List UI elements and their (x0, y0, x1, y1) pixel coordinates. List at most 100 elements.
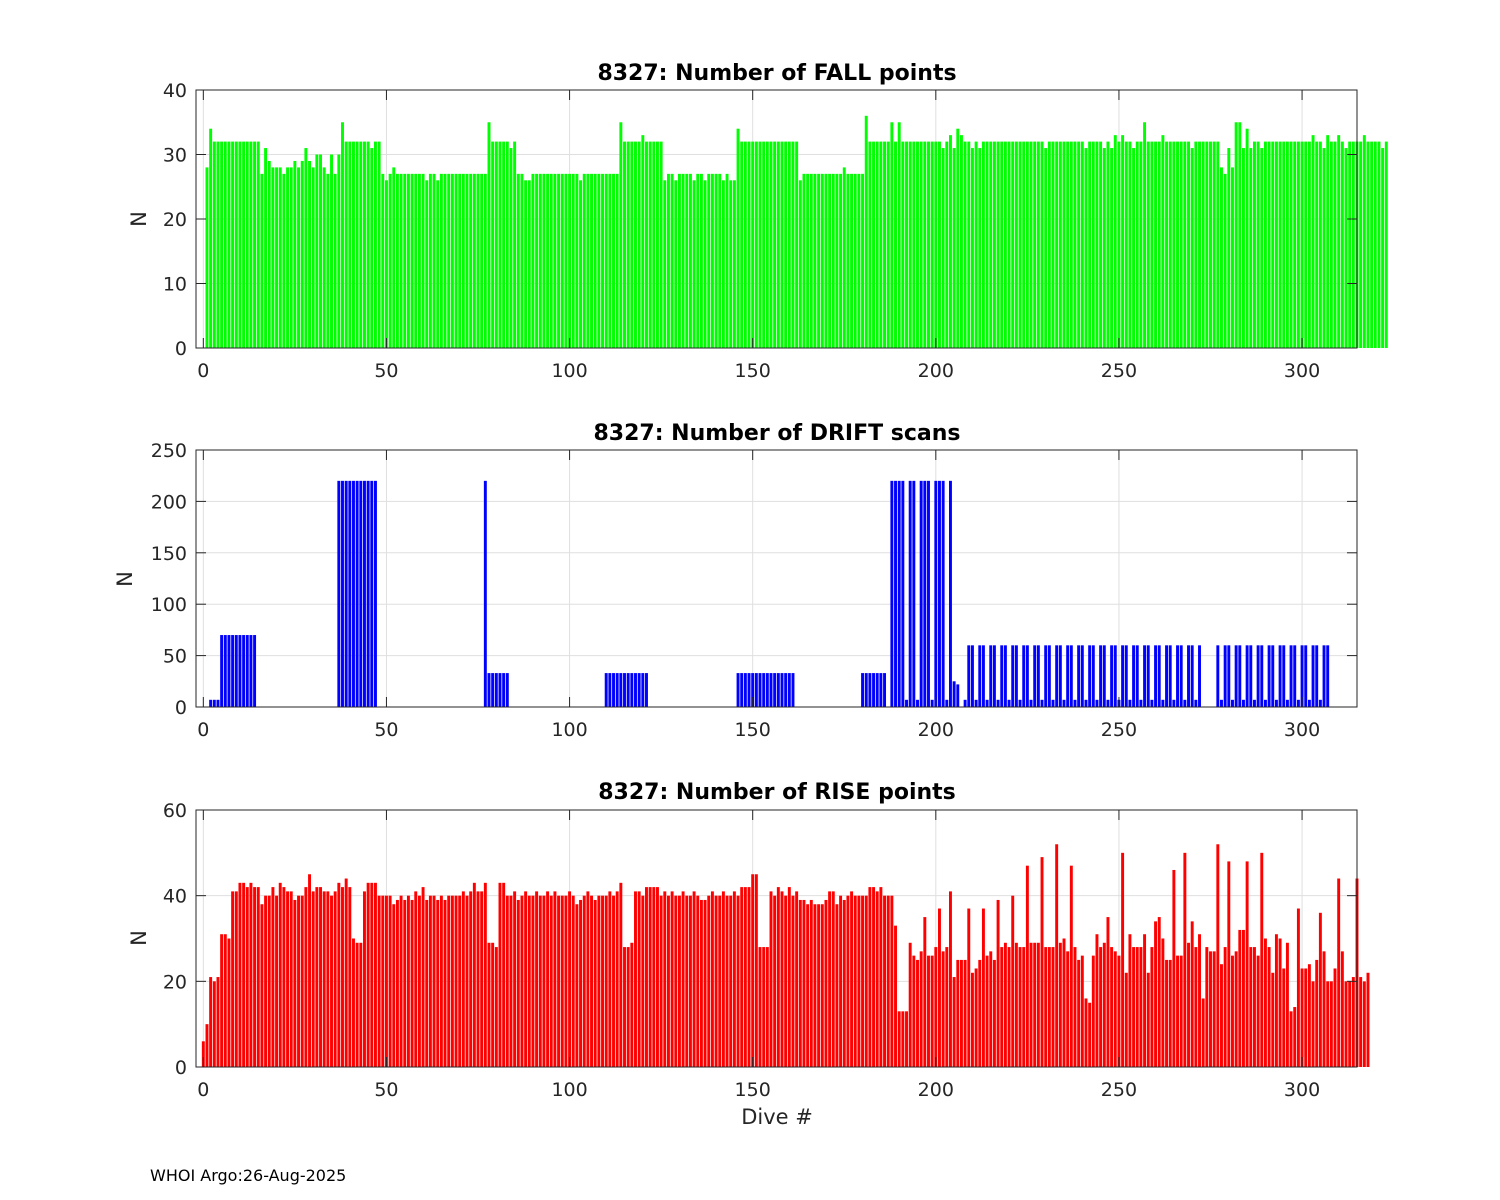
bar (875, 141, 879, 348)
bar (1238, 645, 1242, 707)
bar (311, 891, 315, 1067)
bar (1256, 955, 1260, 1067)
bar (619, 673, 623, 707)
bar (824, 899, 828, 1067)
bar (1113, 135, 1117, 348)
bar (864, 673, 868, 707)
bar (721, 891, 725, 1067)
bar (941, 480, 945, 707)
x-tick-label: 300 (1284, 1079, 1320, 1101)
bar (1337, 878, 1341, 1067)
bar (1322, 148, 1326, 348)
bar (238, 882, 242, 1067)
bar (820, 904, 824, 1067)
bar (1245, 861, 1249, 1067)
bar (989, 951, 993, 1067)
bar (773, 141, 777, 348)
bar (1271, 645, 1275, 707)
bar (776, 141, 780, 348)
bar (352, 938, 355, 1067)
bar (813, 173, 817, 348)
bar (916, 141, 919, 348)
bar (791, 673, 795, 707)
bar (791, 141, 795, 348)
bar (1252, 699, 1256, 707)
bar (645, 887, 648, 1067)
y-tick-label: 10 (163, 274, 187, 296)
bar (1311, 981, 1315, 1067)
bar (1168, 959, 1172, 1067)
bar (395, 173, 399, 348)
bar (1091, 141, 1095, 348)
bar (1029, 699, 1033, 707)
y-tick-label: 20 (163, 971, 187, 993)
bar (769, 673, 773, 707)
bar (249, 635, 253, 707)
bar (557, 895, 561, 1067)
bar (1234, 645, 1238, 707)
bar (996, 899, 1000, 1067)
bar (1047, 947, 1051, 1067)
bar (1220, 964, 1223, 1067)
x-tick-label: 200 (918, 360, 954, 382)
bar (348, 887, 352, 1067)
bar (853, 173, 857, 348)
bar (1344, 148, 1348, 348)
bar (377, 895, 381, 1067)
bar (308, 874, 311, 1067)
bar (1209, 141, 1212, 348)
bar (974, 699, 978, 707)
bar (956, 684, 960, 707)
bar (483, 480, 487, 707)
bar (934, 141, 938, 348)
bar (1143, 645, 1147, 707)
bar (582, 895, 586, 1067)
bar (454, 895, 458, 1067)
y-tick-label: 150 (151, 543, 187, 565)
bar (1176, 141, 1179, 348)
bar (861, 895, 865, 1067)
bar (1384, 141, 1388, 348)
bar (776, 673, 780, 707)
bar (978, 645, 982, 707)
bar (681, 891, 685, 1067)
bar (399, 895, 403, 1067)
bar (1132, 947, 1136, 1067)
bar (527, 895, 531, 1067)
bar (355, 942, 359, 1067)
bar (1326, 981, 1330, 1067)
bar (666, 895, 670, 1067)
bar (443, 173, 447, 348)
bar (480, 173, 484, 348)
bar (505, 895, 509, 1067)
bar (1044, 947, 1048, 1067)
bar (1212, 951, 1216, 1067)
bar (883, 673, 887, 707)
bar (992, 645, 996, 707)
bar (769, 141, 773, 348)
bar (1062, 141, 1066, 348)
bar (1172, 141, 1176, 348)
bar (623, 141, 626, 348)
bar (857, 895, 861, 1067)
bar (659, 141, 663, 348)
bar (630, 673, 634, 707)
bar (652, 141, 656, 348)
bar (337, 154, 341, 348)
bar (205, 167, 209, 348)
x-tick-label: 150 (735, 1079, 771, 1101)
bar (374, 882, 377, 1067)
bar (1029, 942, 1033, 1067)
bar (604, 673, 608, 707)
bar (1168, 141, 1172, 348)
bar (432, 895, 436, 1067)
bar (1198, 934, 1201, 1067)
bar (487, 673, 491, 707)
bar (553, 173, 557, 348)
chart-title: 8327: Number of RISE points (598, 780, 956, 805)
bar (337, 480, 341, 707)
bar (421, 887, 425, 1067)
bar (919, 480, 923, 707)
bar (696, 173, 700, 348)
bar (949, 480, 952, 707)
